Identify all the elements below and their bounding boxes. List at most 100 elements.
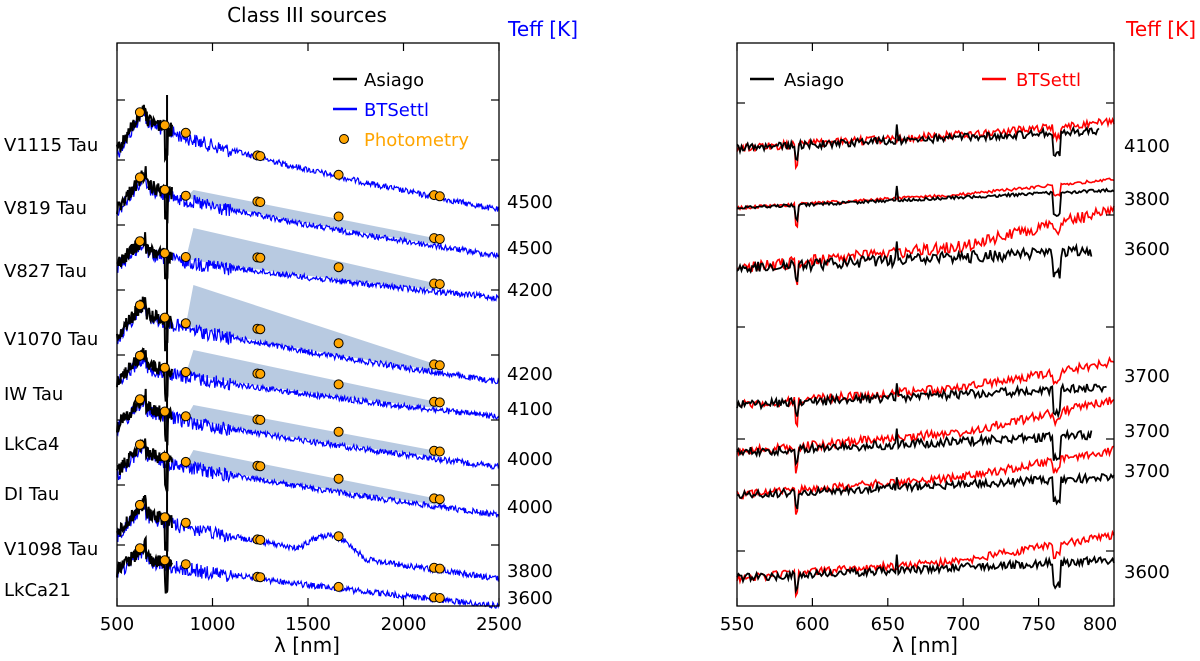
right-x-tick-label: 800 [1083, 614, 1117, 635]
btsettl-spectrum-6 [116, 443, 500, 518]
star-label-iw-tau: IW Tau [4, 384, 63, 405]
btsettl-spectrum-2 [116, 236, 500, 303]
right-teff-label: 3600 [1124, 239, 1170, 260]
right-teff-label: 3600 [1124, 562, 1170, 583]
photometry-dot [434, 397, 445, 408]
photometry-dot [333, 211, 344, 222]
left-fill-areas [185, 190, 438, 505]
left-teff-label: 4100 [507, 399, 553, 420]
left-teff-label: 3600 [507, 588, 553, 609]
right-teff-label: 3700 [1124, 461, 1170, 482]
fill-area-3 [185, 285, 438, 371]
photometry-dot [434, 191, 445, 202]
photometry-dot [333, 262, 344, 273]
photometry-dot [434, 279, 445, 290]
right-x-tick-label: 600 [795, 614, 829, 635]
photometry-dot [134, 300, 145, 311]
photometry-dot [434, 494, 445, 505]
right-panel: Teff [K] λ [nm] Asiago BTSettl 4100 3800… [720, 17, 1196, 657]
star-label-lkca4: LkCa4 [4, 434, 60, 455]
right-teff-axis-label: Teff [K] [1125, 17, 1196, 41]
star-label-v827-tau: V827 Tau [4, 261, 87, 282]
left-teff-label: 3800 [507, 561, 553, 582]
right-x-tick-label: 700 [946, 614, 980, 635]
btsettl-spectrum-3 [116, 300, 500, 385]
left-axis-ticks [116, 43, 500, 606]
left-x-tick-label: 2000 [381, 614, 427, 635]
fill-area-5 [185, 405, 438, 458]
photometry-dot [134, 350, 145, 361]
photometry-dot [434, 593, 445, 603]
photometry-dot [255, 414, 266, 425]
btsettl-spectrum-4 [116, 351, 500, 420]
left-x-tick-label: 500 [100, 614, 134, 635]
photometry-dot [255, 324, 266, 335]
right-asiago-spectrum-5 [736, 471, 1115, 510]
photometry-dot [134, 543, 145, 554]
photometry-dot [434, 446, 445, 457]
star-label-v1070-tau: V1070 Tau [4, 329, 98, 350]
left-panel: Class III sources Teff [K] λ [nm] Asiago… [4, 3, 578, 657]
left-teff-label: 4200 [507, 364, 553, 385]
right-x-axis-label: λ [nm] [892, 633, 958, 657]
photometry-dot [159, 248, 170, 259]
photometry-dot [159, 184, 170, 195]
left-title: Class III sources [227, 3, 387, 27]
btsettl-spectrum-1 [116, 172, 500, 260]
left-x-tick-label: 1000 [190, 614, 236, 635]
photometry-dot [255, 151, 266, 162]
photometry-dot [180, 127, 191, 138]
btsettl-spectrum-5 [116, 396, 500, 470]
right-plot-frame [736, 42, 1115, 607]
photometry-dot [333, 169, 344, 180]
left-teff-label: 4500 [507, 238, 553, 259]
fill-area-2 [185, 228, 438, 290]
left-teff-label: 4200 [507, 280, 553, 301]
legend-photometry-swatch [339, 134, 349, 144]
photometry-dot [333, 531, 344, 542]
right-legend-btsettl-label: BTSettl [1016, 70, 1081, 91]
photometry-dot [180, 456, 191, 467]
photometry-dot [255, 534, 266, 545]
legend-photometry-label: Photometry [364, 130, 469, 151]
right-legend-asiago-label: Asiago [784, 70, 844, 91]
fill-area-1 [185, 190, 438, 245]
right-spectra [736, 116, 1115, 599]
photometry-dot [255, 461, 266, 472]
photometry-dot [134, 236, 145, 247]
asiago-spectrum-3 [116, 296, 173, 352]
right-x-tick-label: 750 [1021, 614, 1055, 635]
left-x-tick-label: 2500 [476, 614, 522, 635]
left-photometry-dots [134, 107, 445, 603]
star-label-v1098-tau: V1098 Tau [4, 539, 98, 560]
photometry-dot [159, 312, 170, 323]
photometry-dot [134, 394, 145, 405]
photometry-dot [134, 107, 145, 118]
star-label-di-tau: DI Tau [4, 484, 59, 505]
left-teff-axis-label: Teff [K] [507, 17, 578, 41]
photometry-dot [159, 555, 170, 566]
right-asiago-spectrum-2 [736, 241, 1093, 283]
photometry-dot [180, 517, 191, 528]
right-teff-label: 4100 [1124, 136, 1170, 157]
right-btsettl-spectrum-2 [736, 204, 1115, 286]
photometry-dot [180, 411, 191, 422]
photometry-dot [333, 473, 344, 484]
photometry-dot [134, 499, 145, 510]
photometry-dot [180, 559, 191, 570]
left-x-tick-label: 1500 [285, 614, 331, 635]
right-btsettl-spectrum-5 [736, 445, 1115, 515]
right-x-tick-label: 550 [720, 614, 754, 635]
left-teff-label: 4500 [507, 192, 553, 213]
photometry-dot [159, 512, 170, 523]
photometry-dot [159, 362, 170, 373]
right-teff-label: 3700 [1124, 421, 1170, 442]
right-x-tick-label: 650 [871, 614, 905, 635]
right-asiago-spectrum-0 [736, 124, 1100, 162]
photometry-dot [255, 572, 266, 583]
legend-asiago-label: Asiago [364, 70, 424, 91]
star-label-lkca21: LkCa21 [4, 580, 71, 601]
right-asiago-spectrum-1 [736, 185, 1115, 223]
